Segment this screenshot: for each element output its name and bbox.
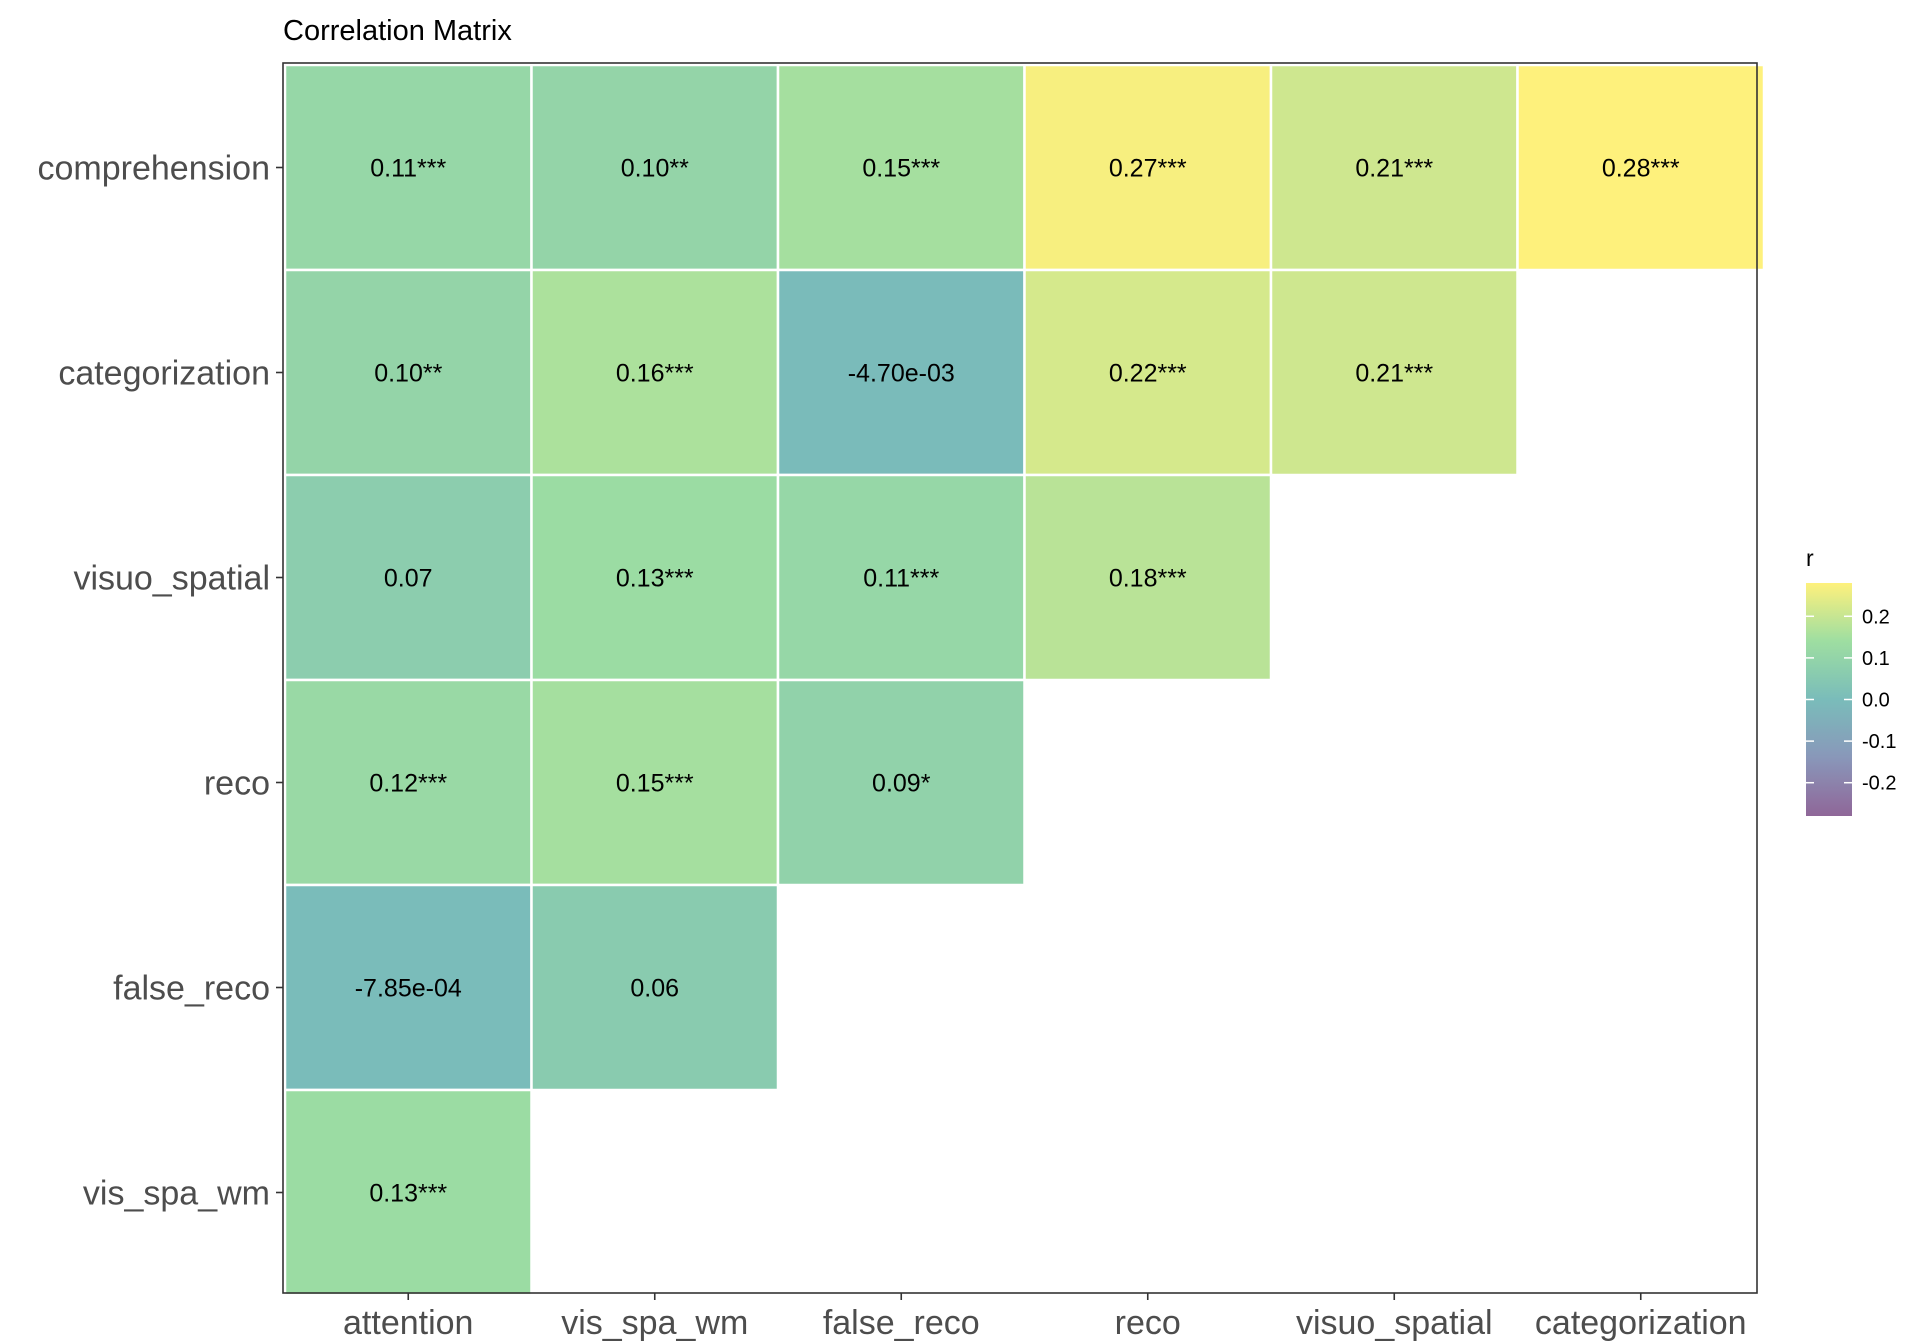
heatmap-cell-categorization-false-reco xyxy=(776,268,1026,477)
heatmap-cell-comprehension-categorization xyxy=(1516,63,1766,272)
heatmap-cell-reco-attention xyxy=(283,678,533,887)
legend-tick-label: 0.0 xyxy=(1862,690,1890,712)
heatmap-cell-comprehension-reco xyxy=(1023,63,1273,272)
cell-value-label: 0.13*** xyxy=(369,1180,447,1208)
heatmap-cell-false-reco-vis-spa-wm xyxy=(530,883,780,1092)
cell-value-label: 0.11*** xyxy=(370,155,446,183)
cell-value-label: 0.21*** xyxy=(1355,155,1433,183)
y-tick-label-vis-spa-wm: vis_spa_wm xyxy=(83,1175,270,1213)
x-axis: attention vis_spa_wm false_reco reco visuo_s… xyxy=(343,1293,1747,1342)
x-tick-label-false-reco: false_reco xyxy=(823,1304,980,1342)
x-tick-label-visuo-spatial: visuo_spatial xyxy=(1296,1304,1493,1342)
heatmap-cell-comprehension-vis-spa-wm xyxy=(530,63,780,272)
heatmap-cells xyxy=(283,63,1766,1297)
heatmap-cell-false-reco-attention xyxy=(283,883,533,1092)
heatmap-cell-categorization-visuo-spatial xyxy=(1269,268,1519,477)
legend-tick-label: -0.1 xyxy=(1862,731,1896,753)
cell-value-label: 0.16*** xyxy=(616,360,694,388)
heatmap-cell-labels: 0.11*** 0.10** 0.15*** 0.27*** 0.21*** 0.28**… xyxy=(355,155,1680,1208)
y-tick-label-comprehension: comprehension xyxy=(38,150,270,188)
cell-value-label: 0.06 xyxy=(630,975,679,1003)
x-tick-label-reco: reco xyxy=(1115,1304,1181,1342)
y-tick-label-visuo-spatial: visuo_spatial xyxy=(73,560,270,598)
y-tick-label-categorization: categorization xyxy=(58,355,270,393)
cell-value-label: 0.07 xyxy=(384,565,433,593)
color-legend: r 0.2 0.1 0.0 -0.1 -0.2 xyxy=(1806,545,1896,816)
cell-value-label: -7.85e-04 xyxy=(355,975,462,1003)
y-tick-label-false-reco: false_reco xyxy=(113,970,270,1008)
cell-value-label: 0.28*** xyxy=(1602,155,1680,183)
legend-title: r xyxy=(1806,545,1814,571)
heatmap-cell-categorization-reco xyxy=(1023,268,1273,477)
cell-value-label: 0.18*** xyxy=(1109,565,1187,593)
heatmap-cell-vis-spa-wm-attention xyxy=(283,1088,533,1297)
cell-value-label: 0.12*** xyxy=(369,770,447,798)
cell-value-label: 0.13*** xyxy=(616,565,694,593)
heatmap-cell-reco-vis-spa-wm xyxy=(530,678,780,887)
legend-ticks: 0.2 0.1 0.0 -0.1 -0.2 xyxy=(1806,606,1896,795)
x-tick-label-attention: attention xyxy=(343,1304,473,1342)
x-tick-label-categorization: categorization xyxy=(1535,1304,1747,1342)
chart-title: Correlation Matrix xyxy=(283,15,512,47)
heatmap-cell-comprehension-attention xyxy=(283,63,533,272)
cell-value-label: 0.10** xyxy=(621,155,689,183)
cell-value-label: 0.09* xyxy=(872,770,931,798)
cell-value-label: 0.21*** xyxy=(1355,360,1433,388)
cell-value-label: 0.10** xyxy=(374,360,442,388)
heatmap-cell-visuo-spatial-attention xyxy=(283,473,533,682)
cell-value-label: 0.22*** xyxy=(1109,360,1187,388)
plot-panel-border xyxy=(282,62,1758,1294)
heatmap-cell-categorization-vis-spa-wm xyxy=(530,268,780,477)
heatmap-cell-categorization-attention xyxy=(283,268,533,477)
heatmap-cell-visuo-spatial-false-reco xyxy=(776,473,1026,682)
heatmap-cell-comprehension-false-reco xyxy=(776,63,1026,272)
heatmap-cell-reco-false-reco xyxy=(776,678,1026,887)
heatmap-cell-visuo-spatial-vis-spa-wm xyxy=(530,473,780,682)
cell-value-label: 0.15*** xyxy=(862,155,940,183)
cell-value-label: 0.15*** xyxy=(616,770,694,798)
y-tick-label-reco: reco xyxy=(204,765,270,803)
heatmap-cell-visuo-spatial-reco xyxy=(1023,473,1273,682)
x-tick-label-vis-spa-wm: vis_spa_wm xyxy=(561,1304,748,1342)
legend-tick-label: -0.2 xyxy=(1862,773,1896,795)
legend-tick-label: 0.1 xyxy=(1862,648,1890,670)
cell-value-label: -4.70e-03 xyxy=(848,360,955,388)
legend-tick-label: 0.2 xyxy=(1862,606,1890,628)
y-axis: comprehension categorization visuo_spatial… xyxy=(38,150,283,1213)
cell-value-label: 0.11*** xyxy=(863,565,939,593)
cell-value-label: 0.27*** xyxy=(1109,155,1187,183)
